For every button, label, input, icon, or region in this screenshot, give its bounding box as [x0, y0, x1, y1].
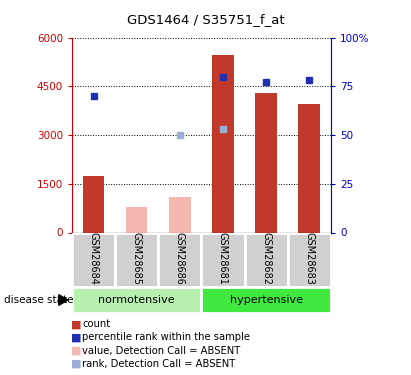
Text: percentile rank within the sample: percentile rank within the sample — [82, 333, 250, 342]
Text: GSM28682: GSM28682 — [261, 232, 271, 285]
Bar — [201, 287, 331, 313]
Bar — [288, 232, 331, 287]
Bar — [298, 104, 320, 232]
Text: normotensive: normotensive — [98, 295, 175, 305]
Bar — [245, 232, 288, 287]
Text: ■: ■ — [71, 359, 81, 369]
Text: GDS1464 / S35751_f_at: GDS1464 / S35751_f_at — [127, 13, 284, 26]
Bar — [255, 93, 277, 232]
Text: GSM28684: GSM28684 — [88, 232, 99, 285]
Text: hypertensive: hypertensive — [230, 295, 302, 305]
Bar — [201, 232, 245, 287]
Bar — [72, 232, 115, 287]
Bar — [158, 232, 201, 287]
Text: GSM28686: GSM28686 — [175, 232, 185, 285]
Text: ■: ■ — [71, 320, 81, 329]
Text: ■: ■ — [71, 346, 81, 355]
Text: value, Detection Call = ABSENT: value, Detection Call = ABSENT — [82, 346, 240, 355]
Text: ■: ■ — [71, 333, 81, 342]
Bar — [115, 232, 158, 287]
Bar — [83, 176, 104, 232]
Text: GSM28685: GSM28685 — [132, 232, 142, 285]
Text: disease state: disease state — [4, 295, 74, 305]
Text: rank, Detection Call = ABSENT: rank, Detection Call = ABSENT — [82, 359, 236, 369]
Bar — [72, 287, 201, 313]
Text: GSM28683: GSM28683 — [304, 232, 314, 285]
Bar — [169, 197, 191, 232]
Text: count: count — [82, 320, 110, 329]
Bar — [126, 207, 148, 232]
Bar — [212, 56, 234, 232]
Text: GSM28681: GSM28681 — [218, 232, 228, 285]
